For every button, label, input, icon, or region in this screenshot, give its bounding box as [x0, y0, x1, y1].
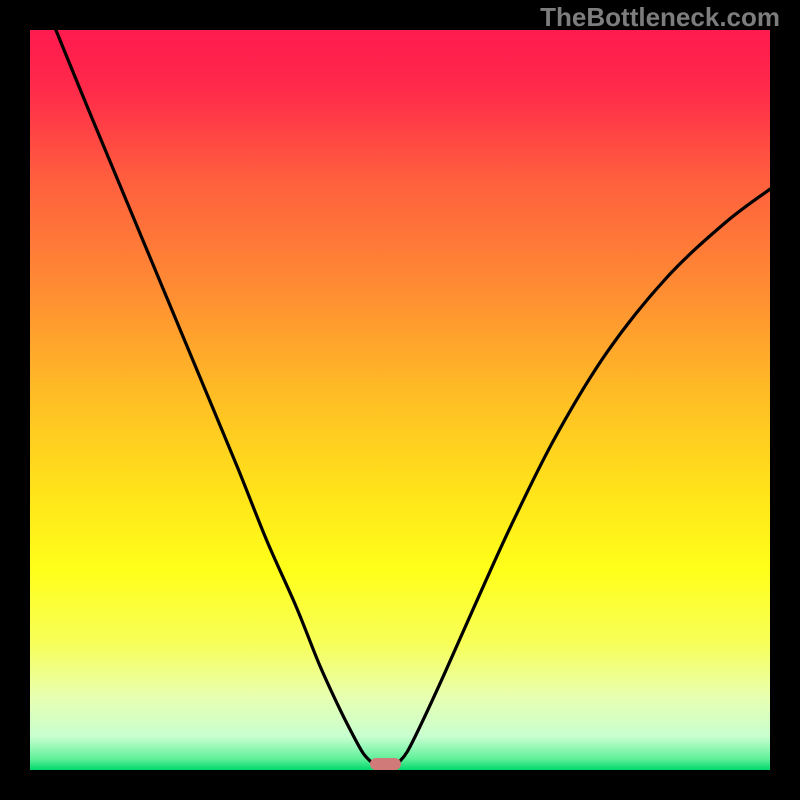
chart-container: TheBottleneck.com: [0, 0, 800, 800]
watermark-label: TheBottleneck.com: [540, 2, 780, 33]
bottleneck-marker: [370, 758, 401, 770]
chart-frame: [0, 0, 800, 800]
